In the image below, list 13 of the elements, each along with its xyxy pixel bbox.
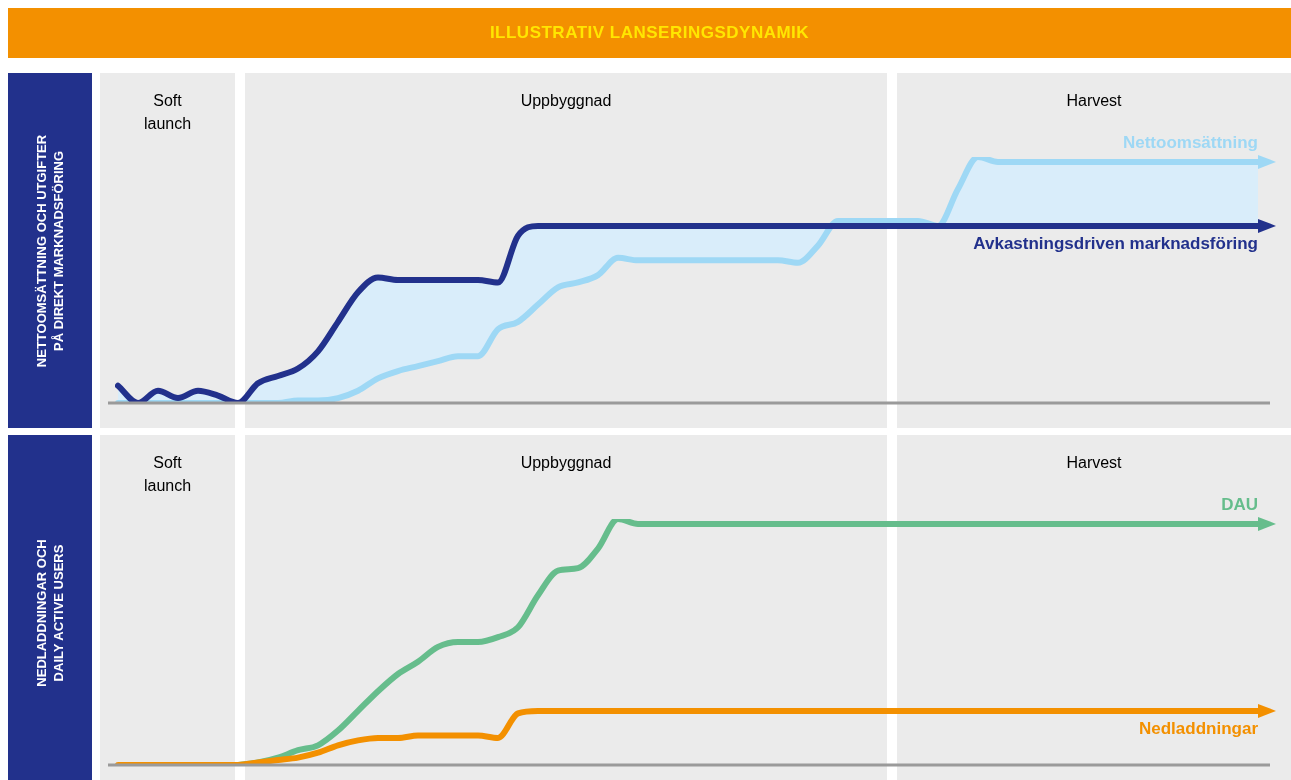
series-label: Nettoomsättning	[1122, 133, 1258, 153]
series-label: DAU	[1221, 495, 1258, 515]
text: Harvest	[1065, 453, 1123, 473]
text: Uppbyggnad	[519, 91, 613, 111]
y-axis-title: NETTOOMSÄTTNING OCH UTGIFTER PÅ DIREKT MARKNADSFÖRING	[33, 133, 67, 369]
text: Harvest	[1065, 91, 1123, 111]
text: Soft launch	[142, 91, 193, 134]
legend-label: Avkastningsdriven marknadsföring	[973, 234, 1258, 254]
y-axis-title: NEDLADDNINGAR OCH DAILY ACTIVE USERS	[33, 537, 67, 689]
chart-title: ILLUSTRATIV LANSERINGSDYNAMIK	[8, 8, 1291, 58]
legend-label: Nedladdningar	[1138, 719, 1259, 739]
text: Uppbyggnad	[519, 453, 613, 473]
text: Soft launch	[142, 453, 193, 496]
